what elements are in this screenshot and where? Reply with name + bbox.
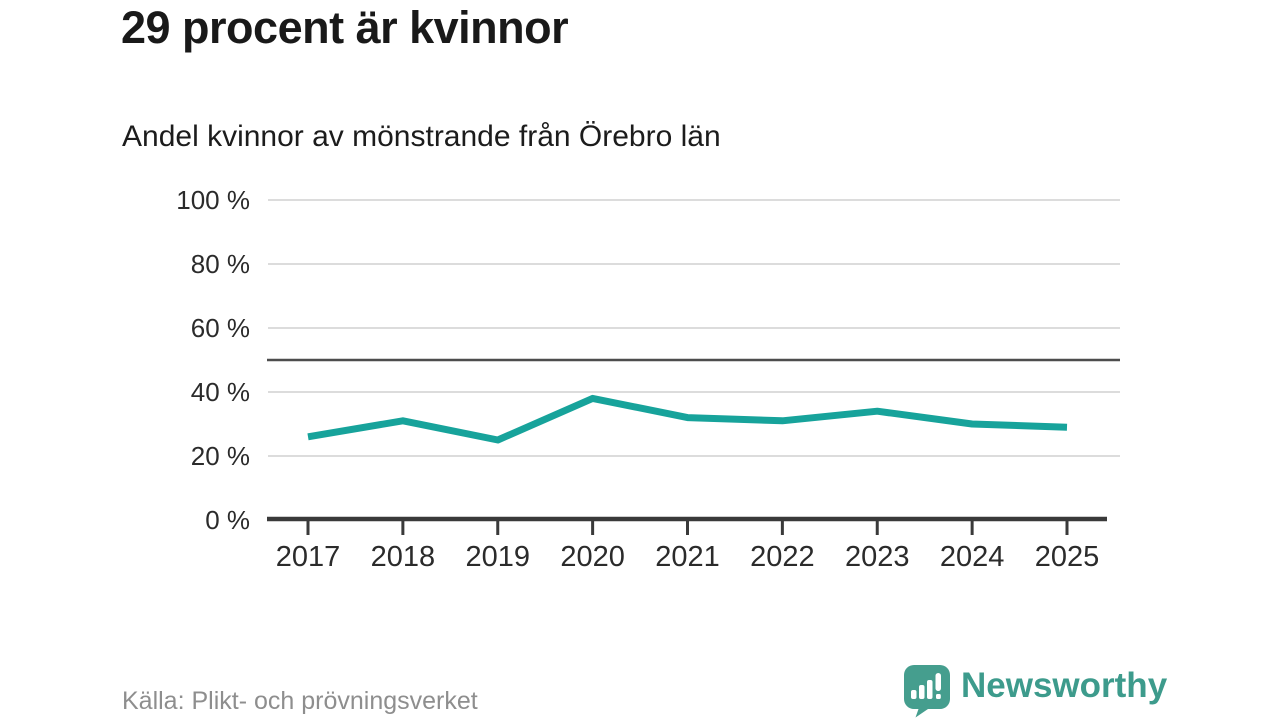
data-line-share-of-women — [307, 394, 1068, 444]
newsworthy-bubble-barchart-icon — [904, 665, 950, 718]
y-tick-label: 0 % — [205, 505, 250, 535]
newsworthy-wordmark: Newsworthy — [961, 666, 1168, 705]
x-tick-label: 2020 — [560, 541, 625, 573]
y-tick-label: 40 % — [191, 377, 250, 407]
x-tick-label: 2021 — [655, 541, 720, 573]
y-tick-label: 20 % — [191, 441, 250, 471]
x-tick-label: 2018 — [371, 541, 436, 573]
x-tick-label: 2025 — [1035, 541, 1100, 573]
source-note: Källa: Plikt- och prövningsverket — [122, 687, 478, 715]
x-tick-label: 2024 — [940, 541, 1005, 573]
x-tick-label: 2022 — [750, 541, 815, 573]
x-tick-label: 2019 — [465, 541, 530, 573]
chart-title: 29 procent är kvinnor — [121, 2, 569, 53]
y-tick-label: 60 % — [191, 313, 250, 343]
chart-subtitle: Andel kvinnor av mönstrande från Örebro … — [122, 120, 721, 153]
x-tick-label: 2017 — [276, 541, 341, 573]
newsworthy-logo: Newsworthy — [903, 664, 1167, 718]
y-tick-label: 100 % — [176, 185, 250, 215]
y-tick-label: 80 % — [191, 249, 250, 279]
x-tick-label: 2023 — [845, 541, 910, 573]
